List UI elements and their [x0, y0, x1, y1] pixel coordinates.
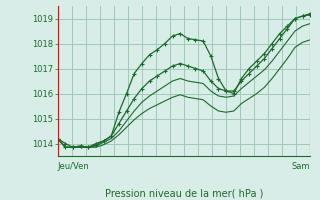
Text: Sam: Sam — [292, 162, 310, 171]
Text: Jeu/Ven: Jeu/Ven — [58, 162, 89, 171]
Text: Pression niveau de la mer( hPa ): Pression niveau de la mer( hPa ) — [105, 189, 263, 199]
